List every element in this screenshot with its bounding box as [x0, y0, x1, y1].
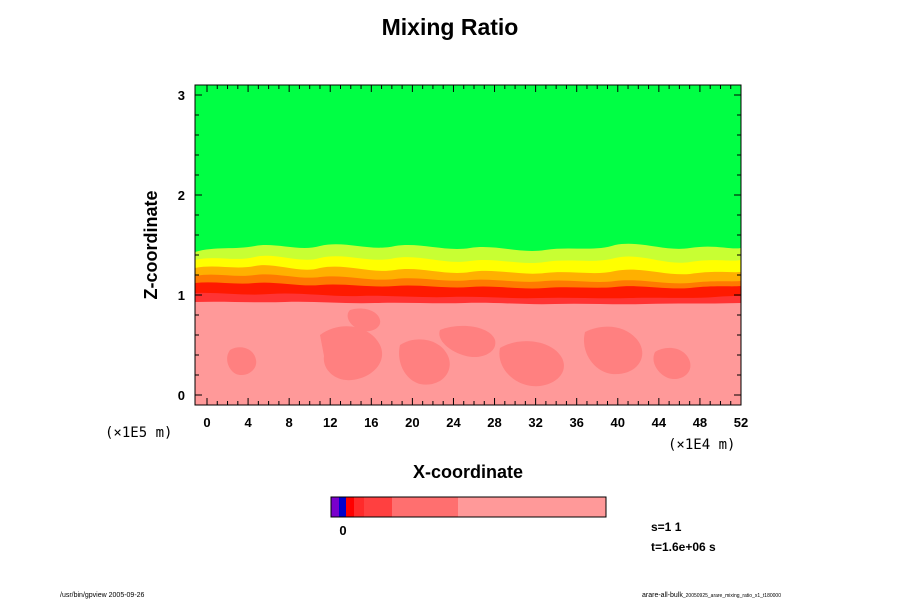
footer-left: /usr/bin/gpview 2005-09-26 — [60, 592, 145, 599]
x-unit-label: (×1E4 m) — [668, 437, 735, 453]
x-tick-label: 48 — [693, 415, 707, 430]
x-tick-label: 4 — [244, 415, 252, 430]
colorbar-segment — [339, 497, 346, 517]
heatmap-field — [195, 85, 741, 405]
colorbar-frame — [330, 496, 607, 518]
y-tick-label: 0 — [178, 388, 185, 403]
y-tick-label: 2 — [178, 188, 185, 203]
chart-title: Mixing Ratio — [381, 14, 519, 40]
x-tick-label: 28 — [487, 415, 501, 430]
colorbar-segment — [346, 497, 354, 517]
x-tick-label: 32 — [528, 415, 542, 430]
x-tick-label: 40 — [611, 415, 625, 430]
colorbar-segment — [392, 497, 458, 517]
x-tick-label: 36 — [569, 415, 583, 430]
lower-layer-eddies — [227, 308, 691, 387]
colorbar-segment — [331, 497, 339, 517]
x-tick-label: 24 — [446, 415, 461, 430]
footer-right: arare-all-bulk_20050925_arare_mixing_rat… — [642, 592, 781, 599]
x-tick-label: 16 — [364, 415, 378, 430]
y-tick-label: 3 — [178, 88, 185, 103]
x-tick-label: 44 — [652, 415, 667, 430]
colorbar-segment — [354, 497, 364, 517]
axis-ticks — [195, 85, 742, 405]
x-tick-label: 0 — [203, 415, 210, 430]
x-tick-label: 20 — [405, 415, 419, 430]
plot-frame — [194, 84, 742, 406]
y-unit-label: (×1E5 m) — [105, 425, 172, 441]
x-axis-title: X-coordinate — [413, 462, 523, 482]
y-tick-label: 1 — [178, 288, 185, 303]
colorbar-tick-label: 0 — [339, 523, 346, 538]
colorbar-segment — [364, 497, 392, 517]
y-axis-title: Z-coordinate — [141, 190, 161, 299]
x-tick-label: 52 — [734, 415, 748, 430]
t-label: t=1.6e+06 s — [651, 540, 716, 554]
x-tick-label: 12 — [323, 415, 337, 430]
x-tick-label: 8 — [286, 415, 293, 430]
s-label: s=1 1 — [651, 520, 682, 534]
colorbar — [331, 497, 606, 517]
colorbar-segment — [458, 497, 606, 517]
